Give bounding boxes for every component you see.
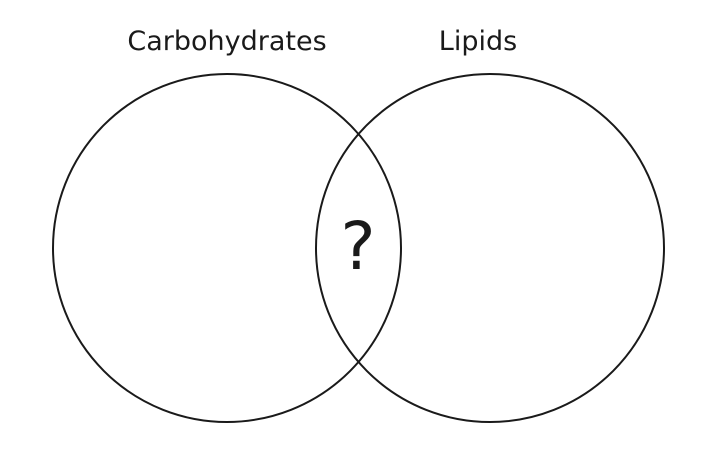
- lipids-circle: [315, 73, 665, 423]
- intersection-question-mark: ?: [340, 208, 376, 285]
- carbohydrates-circle: [52, 73, 402, 423]
- lipids-label: Lipids: [438, 26, 518, 57]
- carbohydrates-label: Carbohydrates: [127, 26, 327, 57]
